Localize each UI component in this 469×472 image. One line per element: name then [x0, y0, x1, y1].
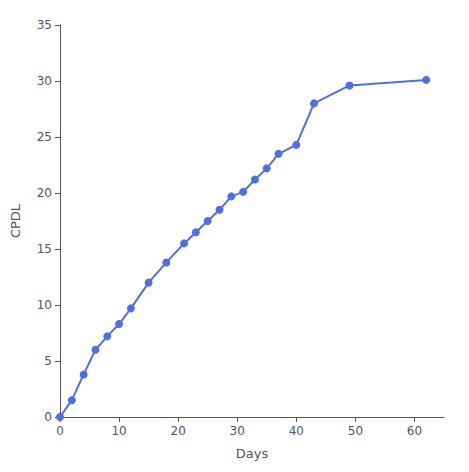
svg-text:15: 15 [37, 242, 52, 256]
svg-text:20: 20 [37, 186, 52, 200]
svg-text:0: 0 [44, 410, 52, 424]
svg-text:50: 50 [348, 424, 363, 438]
svg-text:20: 20 [171, 424, 186, 438]
svg-text:10: 10 [37, 298, 52, 312]
svg-text:35: 35 [37, 18, 52, 32]
svg-text:Days: Days [236, 446, 269, 461]
svg-text:25: 25 [37, 130, 52, 144]
svg-text:5: 5 [44, 354, 52, 368]
svg-text:10: 10 [111, 424, 126, 438]
svg-text:30: 30 [230, 424, 245, 438]
svg-text:0: 0 [56, 424, 64, 438]
svg-text:60: 60 [407, 424, 422, 438]
svg-text:40: 40 [289, 424, 304, 438]
svg-text:CPDL: CPDL [8, 203, 23, 238]
svg-text:30: 30 [37, 74, 52, 88]
